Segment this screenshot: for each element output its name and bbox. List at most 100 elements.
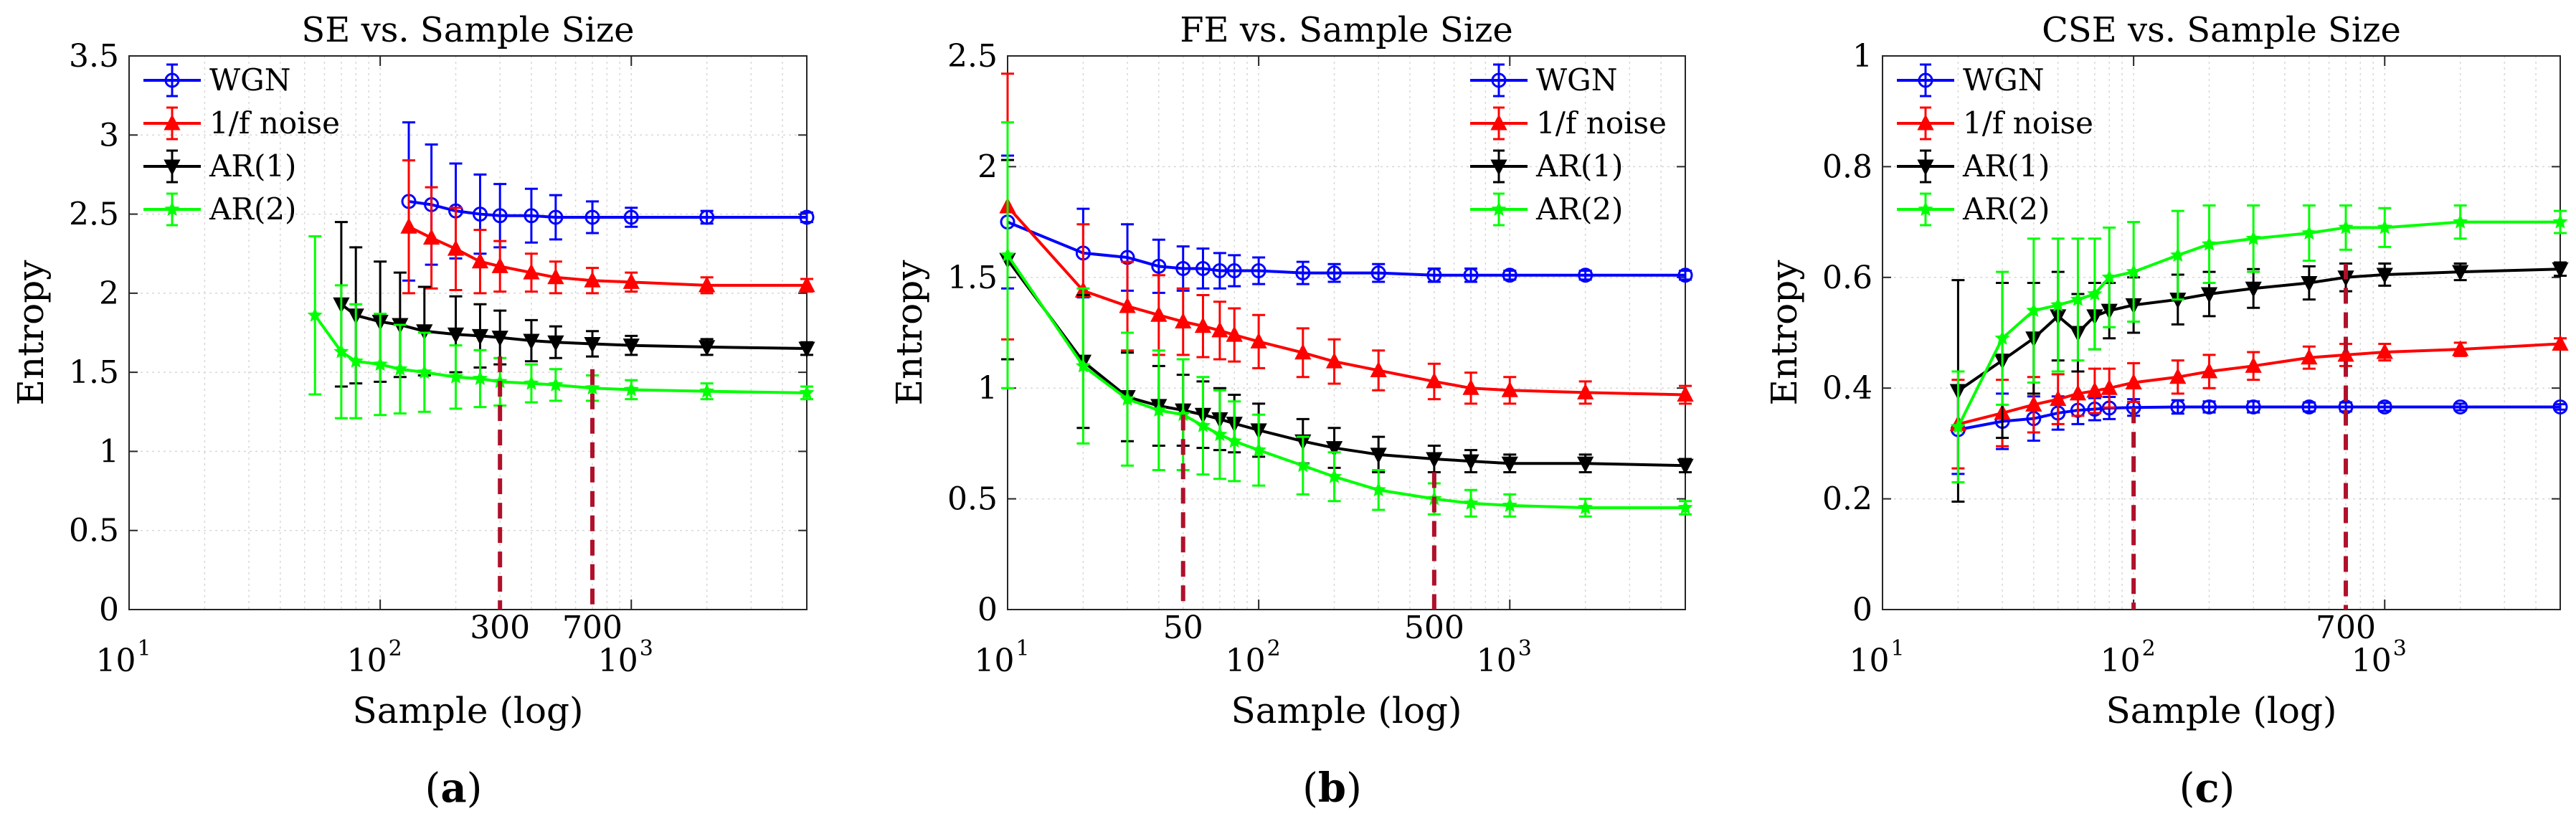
- data-point: [1426, 267, 1442, 283]
- caption-close: ): [2220, 765, 2235, 812]
- x-tick-label: 103: [2352, 636, 2407, 679]
- data-point: [1370, 482, 1386, 497]
- data-point: [1226, 263, 1242, 279]
- x-tick-base: 10: [974, 643, 1014, 679]
- data-point: [1501, 456, 1518, 473]
- data-point: [491, 257, 508, 273]
- data-point: [2070, 291, 2086, 306]
- y-tick-label: 0.4: [1822, 370, 1872, 407]
- data-point: [472, 370, 488, 386]
- reference-label: 500: [1404, 610, 1464, 646]
- data-point: [1677, 458, 1694, 475]
- x-tick-exponent: 3: [640, 636, 653, 661]
- data-point: [1677, 385, 1694, 402]
- data-point: [2552, 214, 2568, 229]
- data-point: [2200, 362, 2218, 379]
- legend-marker: [1917, 114, 1934, 131]
- x-tick-base: 10: [2352, 643, 2392, 679]
- data-point: [1578, 499, 1594, 515]
- data-point: [1226, 326, 1243, 342]
- legend-marker: [1490, 159, 1507, 176]
- y-tick-label: 0.6: [1822, 260, 1872, 296]
- legend-marker: [1918, 72, 1933, 88]
- data-point: [307, 307, 323, 322]
- y-tick-label: 2: [99, 275, 119, 312]
- data-point: [348, 353, 364, 368]
- y-tick-label: 0.5: [947, 481, 998, 518]
- data-point: [492, 208, 508, 224]
- legend: WGN 1/f noise AR(1) AR(2): [1897, 62, 2093, 227]
- data-point: [491, 331, 508, 347]
- x-axis-label: Sample (log): [1231, 690, 1462, 731]
- series-2: [400, 159, 815, 295]
- panel-caption: (b): [1302, 764, 1362, 812]
- y-axis-label: Entropy: [1763, 260, 1805, 406]
- x-tick-label: 102: [1226, 636, 1281, 679]
- data-point: [1325, 441, 1343, 458]
- data-point: [400, 217, 417, 234]
- legend-entry: WGN: [1963, 62, 2044, 98]
- x-tick-base: 10: [2101, 643, 2141, 679]
- data-point: [1577, 456, 1594, 473]
- data-point: [1502, 267, 1517, 283]
- panel-caption: (a): [425, 764, 482, 812]
- data-point: [1295, 265, 1311, 281]
- data-point: [799, 209, 815, 225]
- series-line: [1957, 342, 2561, 426]
- caption-close: ): [467, 765, 483, 812]
- data-point: [2170, 247, 2186, 262]
- legend-entry: AR(1): [1535, 148, 1623, 184]
- data-point: [2245, 399, 2261, 415]
- y-tick-label: 3: [99, 117, 119, 153]
- x-tick-base: 10: [347, 643, 387, 679]
- data-point: [2452, 265, 2469, 281]
- series-line: [408, 225, 807, 287]
- data-point: [1212, 263, 1228, 279]
- data-point: [2169, 367, 2187, 384]
- y-tick-label: 0.8: [1822, 148, 1872, 185]
- y-tick-label: 0.2: [1822, 481, 1872, 518]
- y-tick-label: 1: [1852, 38, 1872, 75]
- legend-entry: AR(1): [1962, 148, 2050, 184]
- data-point: [798, 276, 815, 293]
- legend-entry: WGN: [1536, 62, 1617, 98]
- x-tick-base: 10: [95, 643, 136, 679]
- data-point: [798, 341, 815, 358]
- caption-open: (: [1302, 765, 1318, 812]
- x-tick-label: 103: [598, 636, 653, 679]
- data-point: [2200, 287, 2218, 303]
- data-point: [1226, 433, 1242, 448]
- x-tick-label: 103: [1477, 636, 1532, 679]
- y-axis-label: Entropy: [889, 260, 930, 406]
- data-point: [584, 209, 600, 225]
- data-point: [333, 344, 349, 359]
- data-point: [472, 207, 488, 222]
- legend: WGN 1/f noise AR(1) AR(2): [1470, 62, 1667, 227]
- caption-close: ): [1346, 765, 1362, 812]
- data-point: [1501, 381, 1518, 397]
- y-tick-label: 1: [977, 370, 998, 407]
- data-point: [548, 209, 564, 225]
- legend-marker: [1917, 159, 1934, 176]
- series-3: [1949, 261, 2569, 503]
- data-point: [2301, 224, 2317, 240]
- data-point: [447, 240, 465, 256]
- series-line: [1006, 205, 1686, 397]
- data-point: [471, 328, 489, 346]
- data-point: [1075, 358, 1092, 373]
- data-point: [1463, 495, 1479, 510]
- caption-open: (: [425, 765, 440, 812]
- data-point: [447, 327, 465, 344]
- data-point: [2376, 267, 2393, 284]
- series-line: [1957, 267, 2561, 392]
- y-axis-label: Entropy: [10, 260, 52, 406]
- data-point: [471, 252, 489, 269]
- data-point: [547, 268, 564, 285]
- data-point: [2101, 269, 2117, 284]
- data-point: [1251, 442, 1266, 457]
- legend-marker: [1491, 72, 1507, 88]
- data-point: [2453, 399, 2468, 415]
- x-tick-base: 10: [1226, 643, 1266, 679]
- caption-letter: c: [2194, 764, 2219, 812]
